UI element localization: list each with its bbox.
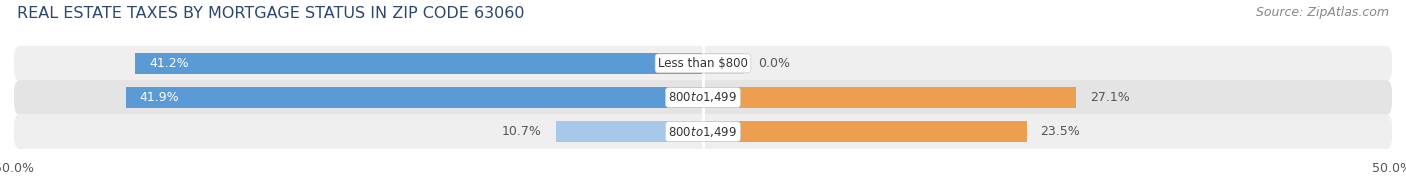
Text: Source: ZipAtlas.com: Source: ZipAtlas.com	[1256, 6, 1389, 19]
Text: Less than $800: Less than $800	[658, 57, 748, 70]
FancyBboxPatch shape	[14, 114, 1392, 149]
Text: 41.9%: 41.9%	[139, 91, 179, 104]
Bar	[703, 53, 744, 74]
Bar	[125, 87, 703, 108]
Text: 27.1%: 27.1%	[1090, 91, 1130, 104]
Bar	[135, 53, 703, 74]
Text: 41.2%: 41.2%	[149, 57, 188, 70]
Text: 23.5%: 23.5%	[1040, 125, 1080, 138]
Text: $800 to $1,499: $800 to $1,499	[668, 90, 738, 105]
FancyBboxPatch shape	[14, 46, 1392, 81]
Bar	[555, 121, 703, 142]
Text: 0.0%: 0.0%	[758, 57, 790, 70]
Bar	[703, 121, 1026, 142]
FancyBboxPatch shape	[14, 80, 1392, 115]
Text: 10.7%: 10.7%	[502, 125, 541, 138]
Text: $800 to $1,499: $800 to $1,499	[668, 125, 738, 139]
Bar	[703, 87, 1077, 108]
Text: REAL ESTATE TAXES BY MORTGAGE STATUS IN ZIP CODE 63060: REAL ESTATE TAXES BY MORTGAGE STATUS IN …	[17, 6, 524, 21]
